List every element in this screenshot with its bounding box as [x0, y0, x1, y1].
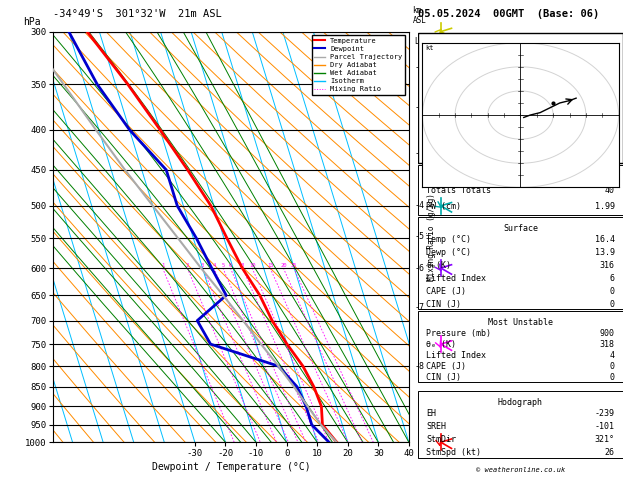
- Text: 0: 0: [610, 362, 615, 371]
- Text: CIN (J): CIN (J): [426, 373, 462, 382]
- Text: 26: 26: [604, 449, 615, 457]
- Text: CIN (J): CIN (J): [426, 300, 462, 309]
- Text: CAPE (J): CAPE (J): [426, 287, 467, 296]
- Text: 5: 5: [221, 263, 225, 268]
- Text: Totals Totals: Totals Totals: [426, 186, 491, 194]
- Text: 1: 1: [161, 263, 164, 268]
- Text: θₑ (K): θₑ (K): [426, 340, 457, 349]
- Text: Pressure (mb): Pressure (mb): [426, 329, 491, 338]
- Text: Temp (°C): Temp (°C): [426, 235, 472, 244]
- Text: -3: -3: [414, 149, 424, 158]
- Text: -101: -101: [594, 422, 615, 431]
- Text: -4: -4: [414, 201, 424, 210]
- Bar: [418, 311, 623, 382]
- Text: StmSpd (kt): StmSpd (kt): [426, 449, 481, 457]
- Text: kt: kt: [426, 45, 434, 51]
- Text: km
ASL: km ASL: [413, 6, 426, 25]
- Text: EH: EH: [426, 409, 437, 418]
- Text: 6: 6: [610, 274, 615, 283]
- Text: SREH: SREH: [426, 422, 447, 431]
- Text: 0: 0: [610, 287, 615, 296]
- Text: -6: -6: [414, 263, 424, 273]
- Text: 318: 318: [599, 340, 615, 349]
- Text: 20: 20: [280, 263, 287, 268]
- Bar: [418, 391, 623, 458]
- Text: hPa: hPa: [23, 17, 41, 28]
- Bar: [418, 33, 623, 163]
- Text: Lifted Index: Lifted Index: [426, 274, 486, 283]
- Text: -239: -239: [594, 409, 615, 418]
- Text: Dewp (°C): Dewp (°C): [426, 248, 472, 258]
- Text: 15: 15: [267, 263, 274, 268]
- Text: Hodograph: Hodograph: [498, 398, 543, 407]
- Text: Mixing Ratio (g/kg): Mixing Ratio (g/kg): [428, 193, 437, 281]
- Text: -10: -10: [599, 169, 615, 178]
- Text: Surface: Surface: [503, 225, 538, 233]
- Text: 4: 4: [610, 351, 615, 360]
- Text: 16.4: 16.4: [594, 235, 615, 244]
- Text: 3: 3: [201, 263, 204, 268]
- Text: -1: -1: [414, 63, 424, 72]
- Legend: Temperature, Dewpoint, Parcel Trajectory, Dry Adiabat, Wet Adiabat, Isotherm, Mi: Temperature, Dewpoint, Parcel Trajectory…: [311, 35, 405, 95]
- Text: 321°: 321°: [594, 435, 615, 444]
- Text: 25: 25: [291, 263, 297, 268]
- Text: 2: 2: [186, 263, 189, 268]
- Text: -8: -8: [414, 362, 424, 371]
- Text: -7: -7: [414, 303, 424, 312]
- Text: 6: 6: [229, 263, 232, 268]
- Text: -5: -5: [414, 232, 424, 241]
- Bar: [418, 165, 623, 215]
- Text: CAPE (J): CAPE (J): [426, 362, 467, 371]
- Text: 4: 4: [213, 263, 216, 268]
- Text: 0: 0: [610, 373, 615, 382]
- Text: 8: 8: [241, 263, 244, 268]
- Text: 316: 316: [599, 261, 615, 270]
- Text: K: K: [426, 169, 431, 178]
- Text: StmDir: StmDir: [426, 435, 457, 444]
- Text: 1.99: 1.99: [594, 203, 615, 211]
- Bar: [418, 217, 623, 310]
- Text: θₑ(K): θₑ(K): [426, 261, 452, 270]
- Text: 900: 900: [599, 329, 615, 338]
- Text: Most Unstable: Most Unstable: [488, 318, 553, 328]
- Text: 0: 0: [610, 300, 615, 309]
- Text: © weatheronline.co.uk: © weatheronline.co.uk: [476, 467, 565, 473]
- Text: LCL: LCL: [414, 37, 428, 47]
- Text: Lifted Index: Lifted Index: [426, 351, 486, 360]
- Text: 13.9: 13.9: [594, 248, 615, 258]
- Text: -34°49'S  301°32'W  21m ASL: -34°49'S 301°32'W 21m ASL: [53, 9, 222, 19]
- Text: 10: 10: [249, 263, 255, 268]
- Text: PW (cm): PW (cm): [426, 203, 462, 211]
- Text: 40: 40: [604, 186, 615, 194]
- X-axis label: Dewpoint / Temperature (°C): Dewpoint / Temperature (°C): [152, 462, 311, 472]
- Text: 05.05.2024  00GMT  (Base: 06): 05.05.2024 00GMT (Base: 06): [418, 9, 599, 19]
- Text: -2: -2: [414, 103, 424, 112]
